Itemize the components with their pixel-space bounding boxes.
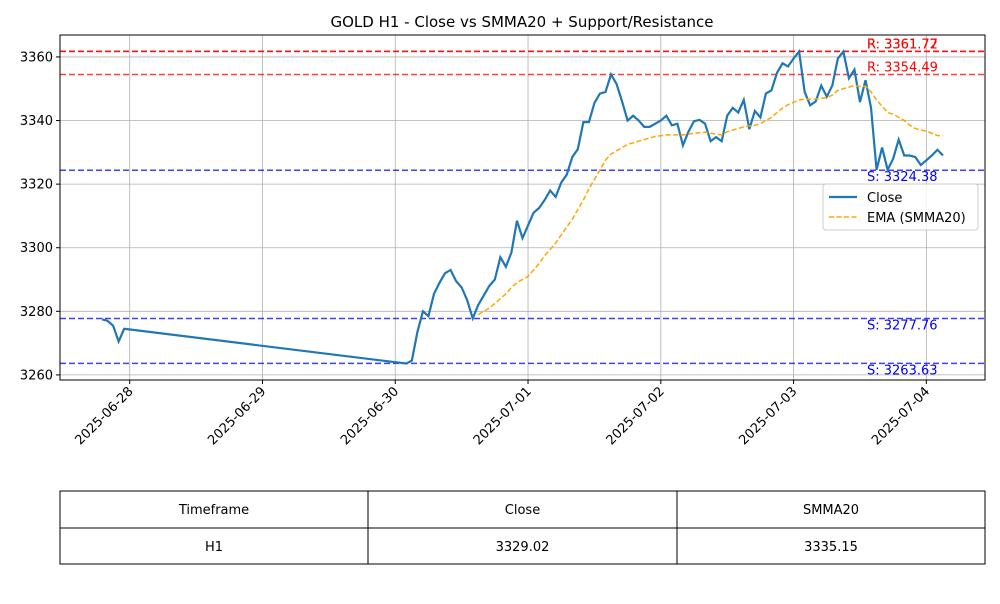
legend-label: Close [867,191,902,206]
y-tick-label: 3340 [20,114,53,129]
plot-frame [59,34,986,381]
table-header: Timeframe [178,503,249,518]
legend-box [822,183,979,231]
level-label: R: 3361.77 [867,37,938,52]
chart-title: GOLD H1 - Close vs SMMA20 + Support/Resi… [330,13,713,31]
level-label: R: 3354.49 [867,60,938,75]
level-label: S: 3277.76 [867,318,938,333]
series-line [477,84,944,316]
level-label: R: 3361.72 [867,37,938,52]
table-header: Close [505,503,540,518]
table-cell: 3329.02 [496,540,550,555]
y-tick-label: 3320 [20,178,53,193]
y-tick-label: 3260 [20,368,53,383]
table-header: SMMA20 [803,503,859,518]
table-cell: 3335.15 [804,540,858,555]
y-tick-label: 3300 [20,241,53,256]
level-label: S: 3263.63 [867,363,938,378]
table-cell: H1 [205,540,223,555]
legend: Close EMA (SMMA20) [822,183,979,231]
y-tick-label: 3280 [20,305,53,320]
y-tick-label: 3360 [20,50,53,65]
legend-label: EMA (SMMA20) [867,211,966,226]
level-label: S: 3324.38 [867,170,938,185]
series-line [101,48,944,365]
